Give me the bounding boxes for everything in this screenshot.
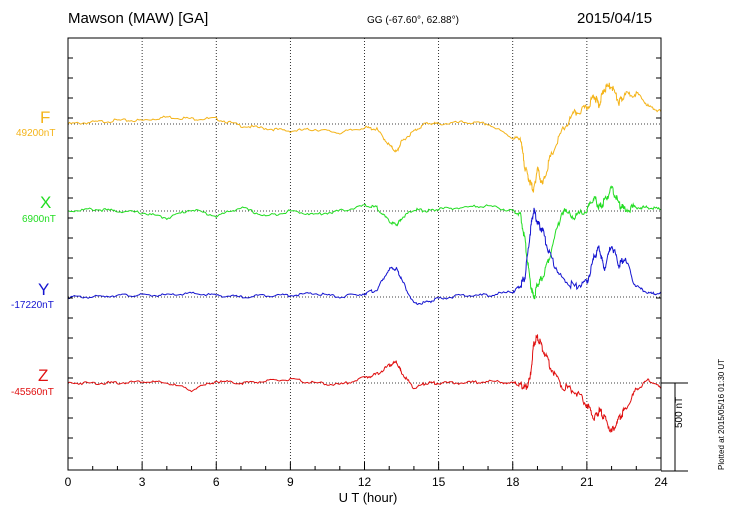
x-tick-label: 24 [654, 475, 668, 489]
x-tick-label: 6 [213, 475, 220, 489]
baseline-label-z: -45560nT [11, 387, 54, 398]
x-tick-label: 12 [358, 475, 372, 489]
scale-bar [661, 382, 688, 472]
chart-date: 2015/04/15 [577, 10, 653, 27]
x-tick-label: 18 [506, 475, 520, 489]
component-label-y: Y [38, 280, 50, 299]
component-label-x: X [40, 193, 52, 212]
x-tick-label: 21 [580, 475, 594, 489]
component-label-z: Z [38, 366, 49, 385]
series-line-z [67, 334, 662, 433]
station-coordinates: GG (-67.60°, 62.88°) [367, 15, 459, 26]
series-line-y [68, 207, 662, 306]
series-line-f [67, 82, 662, 193]
baseline-label-y: -17220nT [11, 300, 54, 311]
x-axis-ticks: 0 3 6 9 12 15 18 21 24 [65, 57, 668, 489]
chart-title: Mawson (MAW) [GA] [68, 10, 209, 27]
series-lines [67, 82, 662, 433]
x-tick-label: 9 [287, 475, 294, 489]
x-axis-label: U T (hour) [339, 490, 398, 505]
baseline-label-x: 6900nT [22, 214, 56, 225]
grid [68, 38, 661, 470]
baseline-label-f: 49200nT [16, 128, 56, 139]
component-label-f: F [40, 108, 51, 127]
x-tick-label: 15 [432, 475, 446, 489]
scale-bar-label: 500 nT [674, 396, 685, 428]
x-tick-label: 0 [65, 475, 72, 489]
series-line-x [67, 185, 662, 300]
x-tick-label: 3 [139, 475, 146, 489]
plotted-note: Plotted at 2015/05/16 01:30 UT [717, 358, 726, 470]
